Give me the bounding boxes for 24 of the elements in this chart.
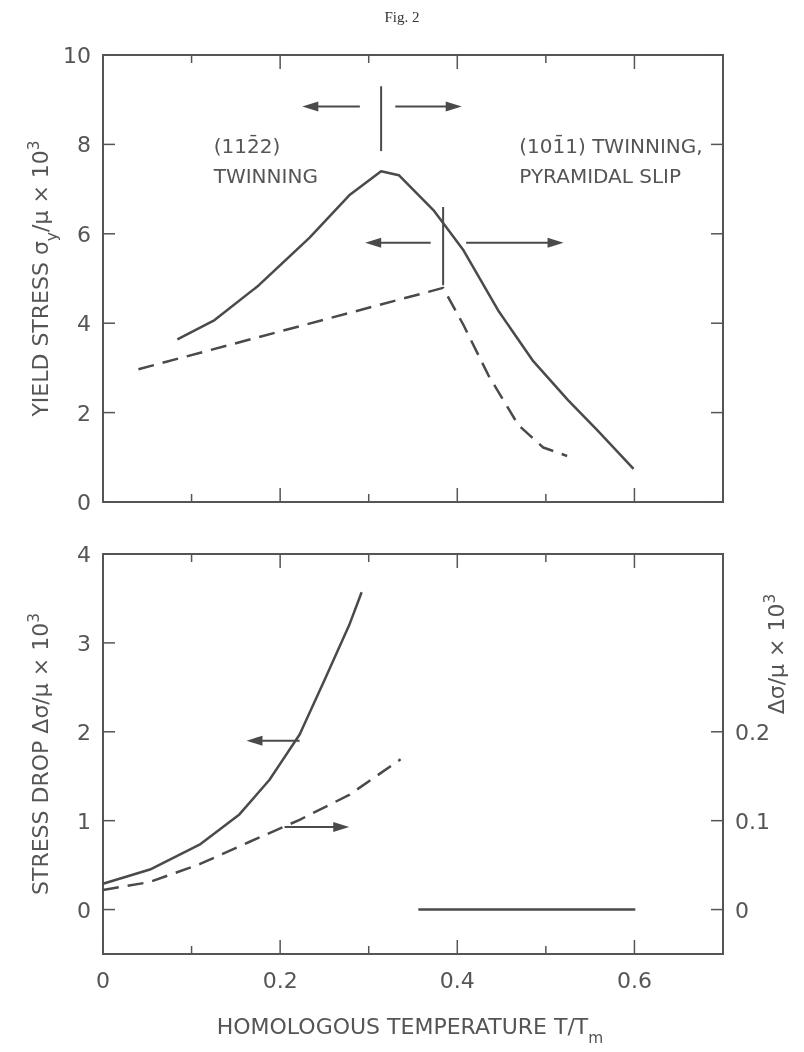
y-tick-label: 8 — [77, 132, 91, 158]
x-tick-label: 0.2 — [262, 968, 298, 993]
y2-tick-label: 0.1 — [735, 808, 770, 834]
y-tick-label: 4 — [77, 542, 91, 567]
annotation: (101̄1) TWINNING, PYRAMIDAL SLIP — [519, 133, 703, 189]
x-tick-label: 0 — [96, 968, 110, 993]
y-tick-label: 1 — [77, 808, 91, 834]
y2-tick-label: 0.2 — [735, 719, 770, 745]
x-tick-label: 0.4 — [439, 968, 475, 993]
y-tick-label: 10 — [63, 43, 91, 68]
line-series — [176, 169, 635, 471]
y-tick-label: 2 — [77, 719, 91, 745]
chart-title: Fig. 2 — [384, 9, 420, 25]
y-tick-label: 6 — [77, 221, 91, 247]
y-tick-label: 0 — [77, 897, 91, 923]
y2-tick-label: 0 — [735, 897, 749, 923]
y-tick-label: 3 — [77, 630, 91, 656]
x-axis-title: HOMOLOGOUS TEMPERATURE T/T$_{m}$ — [216, 1014, 604, 1047]
line-series — [137, 286, 569, 458]
y-tick-label: 4 — [77, 311, 91, 337]
y-tick-label: 0 — [77, 490, 91, 515]
annotation: (112̄2) TWINNING — [212, 133, 318, 189]
y-tick-label: 2 — [77, 400, 91, 426]
x-tick-label: 0.6 — [616, 968, 652, 993]
